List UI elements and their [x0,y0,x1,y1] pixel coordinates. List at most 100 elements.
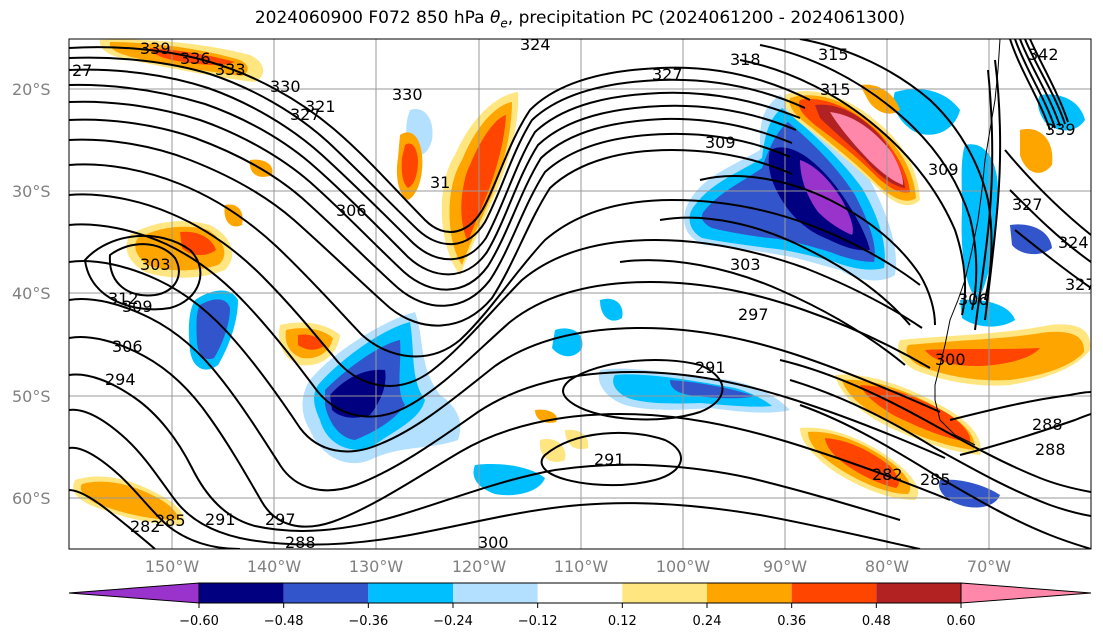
colorbar: −0.60 −0.48 −0.36 −0.24 −0.12 0.12 0.24 0.36 0.4… [68,582,1092,629]
precip-negative-region [670,380,755,399]
contour-label: 282 [872,465,903,484]
precip-negative-region [600,298,623,321]
contour-line [69,446,241,549]
contour-label: 306 [336,201,367,220]
contour-line [69,193,923,387]
contour-label: 288 [285,533,316,552]
colorbar-tick-label: 0.48 [862,614,891,629]
contour-label: 300 [935,350,966,369]
colorbar-segment [537,583,623,603]
colorbar-tick-label: 0.24 [693,614,722,629]
precip-positive-region [401,143,418,188]
contour-label: 309 [122,297,153,316]
contour-line [69,297,946,492]
contour-line [759,44,978,311]
colorbar-segment [453,583,538,603]
contour-label: 333 [215,60,246,79]
colorbar-tick-label: −0.60 [179,614,219,629]
lon-label: 90°W [763,557,807,576]
lat-label: 40°S [12,284,51,303]
contour-label: 327 [290,105,321,124]
contour-label: 288 [1032,415,1063,434]
theta-e-contours [69,39,1091,549]
contour-label: 294 [105,370,136,389]
contour-line [69,408,921,549]
colorbar-segment [368,583,453,603]
colorbar-outline [198,582,962,604]
andes-contours [974,39,1091,331]
contour-line [1014,39,1056,129]
contour-label: 312 [108,289,139,308]
precip-shading [73,39,1091,525]
lon-label: 110°W [554,557,609,576]
colorbar-tick-label: −0.24 [433,614,473,629]
contour-line [799,404,1091,549]
title-suffix: , precipitation PC (2024061200 - 2024061… [507,8,906,28]
lon-label: 80°W [865,557,909,576]
contour-line [659,216,911,326]
contour-label: 327 [1065,275,1096,294]
contour-label: 315 [818,45,849,64]
contour-label: 300 [478,533,509,552]
contour-label: 303 [140,255,171,274]
latitude-labels: 20°S 30°S 40°S 50°S 60°S [12,80,51,508]
contour-label: 309 [928,160,959,179]
colorbar-tick-label: 0.36 [777,614,806,629]
contour-label: 315 [820,80,851,99]
contour-label: 291 [205,510,236,529]
contour-line [699,175,936,326]
contour-line [83,234,202,311]
theta-subscript: e [500,16,508,31]
lat-label: 50°S [12,387,51,406]
contour-line [799,39,993,301]
contour-line [959,413,1091,456]
contour-label: 330 [270,77,301,96]
map-gridlines [69,39,1091,549]
colorbar-tick-label: −0.48 [264,614,304,629]
map-frame [68,38,1092,550]
contour-line [69,100,793,291]
contour-line [1009,39,1051,131]
contour-label: 291 [695,358,726,377]
contour-label: 330 [392,85,423,104]
contour-label: 339 [1045,120,1076,139]
contour-label: 291 [594,450,625,469]
lon-label: 150°W [145,557,200,576]
precip-negative-region [196,299,230,360]
contour-line [69,118,791,307]
contour-line [69,83,797,276]
contour-line [1029,39,1069,123]
contour-line [1019,39,1061,127]
longitude-labels: 150°W 140°W 130°W 120°W 110°W 100°W 90°W… [145,557,1011,576]
contour-line [69,259,941,453]
colorbar-arrow-right [960,582,1092,604]
contour-line [789,379,1091,517]
contour-label: 327 [1012,195,1043,214]
precip-positive-region [830,112,904,185]
contour-line [739,59,967,316]
contour-line [779,359,1091,493]
contour-labels: 339 336 333 27 321 330 324 327 318 315 3… [72,39,1096,552]
colorbar-segment [707,583,792,603]
contour-label: 318 [730,50,761,69]
lon-label: 70°W [967,557,1011,576]
precip-positive-region [825,438,899,488]
title-prefix: 2024060900 F072 850 hPa [254,8,490,28]
precip-negative-region [552,328,583,357]
contour-label: 339 [140,39,171,58]
colorbar-segment [283,583,369,603]
contour-label: 31 [430,173,450,192]
chart-title: 2024060900 F072 850 hPa θe, precipitatio… [0,8,1103,30]
contour-label: 324 [1058,233,1089,252]
contour-label: 306 [958,290,989,309]
contour-label: 27 [72,61,92,80]
contour-label: 285 [155,511,186,530]
contour-line [1004,149,1091,236]
contour-line [1024,39,1066,125]
precip-negative-region [330,369,386,418]
lat-label: 60°S [12,489,51,508]
colorbar-tick-label: 0.60 [947,614,976,629]
lat-label: 20°S [12,80,51,99]
colorbar-segment [876,583,961,603]
